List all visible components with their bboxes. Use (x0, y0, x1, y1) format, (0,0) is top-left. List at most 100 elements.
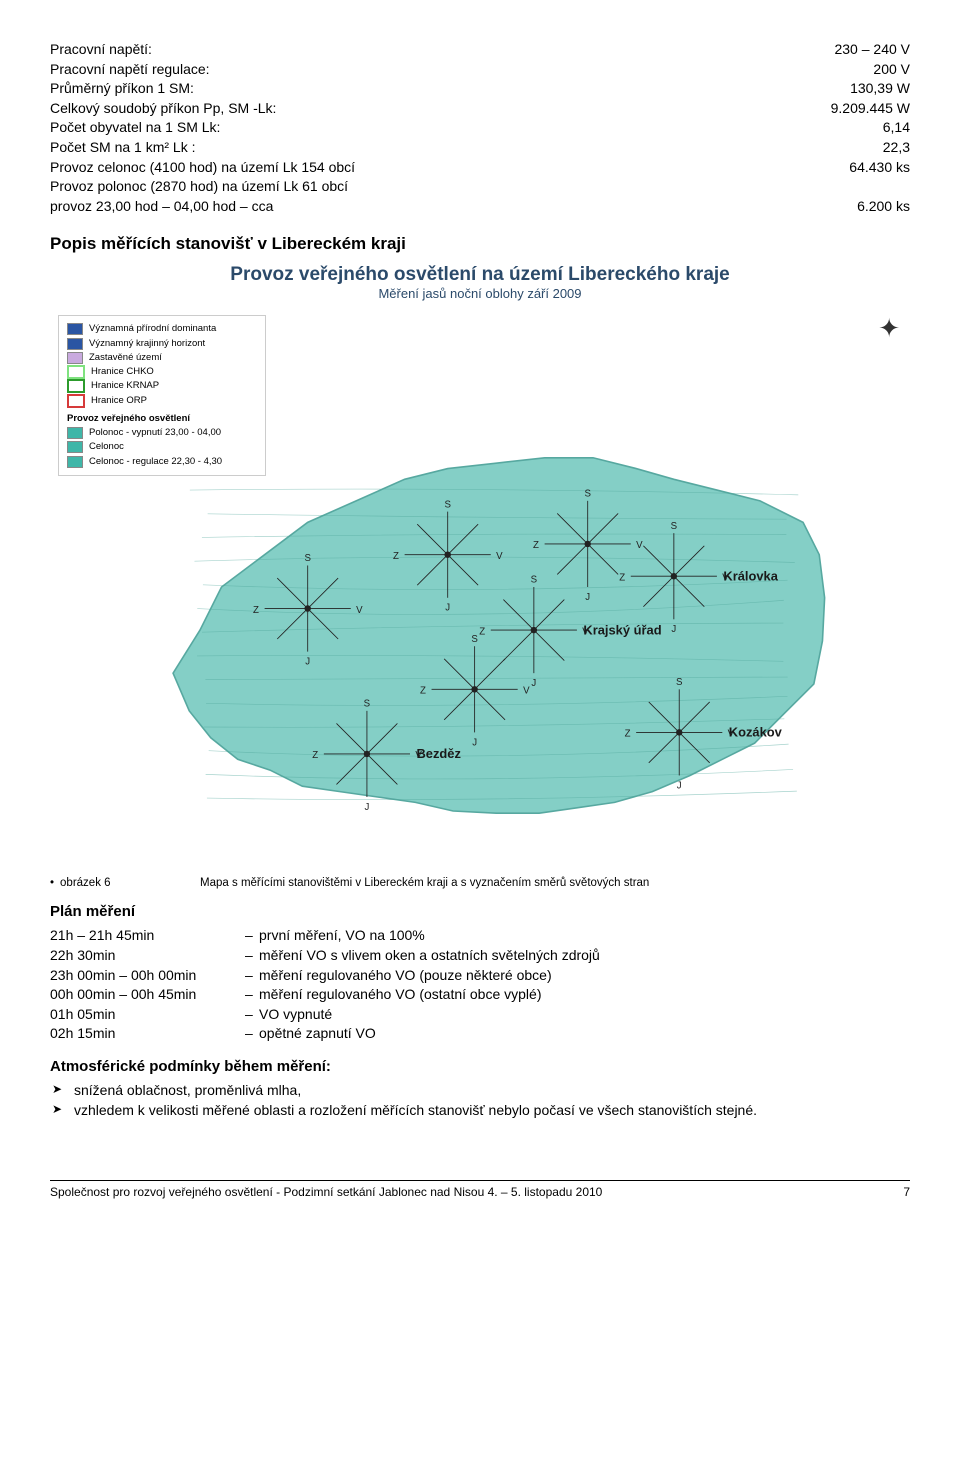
svg-text:J: J (531, 678, 536, 689)
svg-text:Z: Z (533, 541, 539, 552)
legend-row: Polonoc - vypnutí 23,00 - 04,00 (67, 426, 257, 440)
legend-row: Celonoc (67, 440, 257, 454)
legend-row: Významný krajinný horizont (67, 337, 257, 351)
svg-text:V: V (496, 551, 503, 562)
spec-value: 6,14 (863, 118, 910, 138)
caption-text: Mapa s měřícími stanovištěmi v Liberecké… (200, 877, 649, 889)
schedule-desc: první měření, VO na 100% (259, 926, 425, 946)
svg-text:V: V (523, 686, 530, 697)
spec-row: Provoz polonoc (2870 hod) na území Lk 61… (50, 177, 910, 197)
svg-text:Bezděz: Bezděz (416, 747, 460, 762)
legend-swatch (67, 338, 83, 350)
svg-text:S: S (531, 575, 538, 586)
legend-subheader: Provoz veřejného osvětlení (67, 412, 257, 426)
map-title: Provoz veřejného osvětlení na území Libe… (50, 264, 910, 286)
legend-swatch (67, 441, 83, 453)
bullet-icon: • (50, 877, 54, 889)
schedule-time: 21h – 21h 45min (50, 926, 245, 946)
spec-row: Provoz celonoc (4100 hod) na území Lk 15… (50, 158, 910, 178)
svg-text:S: S (671, 521, 678, 532)
legend-swatch (67, 379, 85, 393)
dash-icon: – (245, 1024, 259, 1044)
legend-text: Polonoc - vypnutí 23,00 - 04,00 (89, 426, 221, 440)
spec-value: 230 – 240 V (814, 40, 910, 60)
spec-value: 130,39 W (830, 79, 910, 99)
svg-text:V: V (356, 605, 363, 616)
legend-text: Významná přírodní dominanta (89, 322, 216, 336)
atmo-item: vzhledem k velikosti měřené oblasti a ro… (74, 1101, 910, 1121)
schedule-row: 22h 30min– měření VO s vlivem oken a ost… (50, 946, 910, 966)
svg-text:Z: Z (479, 627, 485, 638)
legend-text: Zastavěné území (89, 351, 162, 365)
schedule-time: 23h 00min – 00h 00min (50, 966, 245, 986)
svg-text:S: S (304, 553, 311, 564)
atmo-item: snížená oblačnost, proměnlivá mlha, (74, 1081, 910, 1101)
legend-text: Hranice ORP (91, 394, 147, 408)
legend-text: Hranice KRNAP (91, 379, 159, 393)
schedule-time: 02h 15min (50, 1024, 245, 1044)
legend-text: Hranice CHKO (91, 365, 154, 379)
svg-text:Krajský úřad: Krajský úřad (583, 623, 661, 638)
svg-text:J: J (472, 738, 477, 749)
schedule-desc: VO vypnuté (259, 1005, 332, 1025)
legend-row: Celonoc - regulace 22,30 - 4,30 (67, 455, 257, 469)
spec-label: Průměrný příkon 1 SM: (50, 79, 830, 99)
spec-label: Pracovní napětí: (50, 40, 814, 60)
schedule-time: 01h 05min (50, 1005, 245, 1025)
svg-text:Z: Z (393, 551, 399, 562)
atmo-list: snížená oblačnost, proměnlivá mlha,vzhle… (50, 1081, 910, 1120)
footer-left: Společnost pro rozvoj veřejného osvětlen… (50, 1185, 602, 1199)
svg-text:Z: Z (625, 729, 631, 740)
figure-caption: • obrázek 6 Mapa s měřícími stanovištěmi… (50, 877, 910, 889)
schedule-row: 01h 05min– VO vypnuté (50, 1005, 910, 1025)
schedule-desc: měření regulovaného VO (pouze některé ob… (259, 966, 552, 986)
legend-row: Významná přírodní dominanta (67, 322, 257, 336)
svg-text:Z: Z (619, 573, 625, 584)
schedule-time: 22h 30min (50, 946, 245, 966)
svg-text:Kozákov: Kozákov (729, 725, 783, 740)
schedule-row: 00h 00min – 00h 45min– měření regulované… (50, 985, 910, 1005)
spec-label: Provoz celonoc (4100 hod) na území Lk 15… (50, 158, 829, 178)
dash-icon: – (245, 946, 259, 966)
spec-value: 200 V (853, 60, 910, 80)
legend-swatch (67, 427, 83, 439)
spec-row: Pracovní napětí:230 – 240 V (50, 40, 910, 60)
spec-row: Celkový soudobý příkon Pp, SM -Lk:9.209.… (50, 99, 910, 119)
svg-text:J: J (445, 603, 450, 614)
spec-row: Pracovní napětí regulace:200 V (50, 60, 910, 80)
spec-label: provoz 23,00 hod – 04,00 hod – cca (50, 197, 837, 217)
spec-row: provoz 23,00 hod – 04,00 hod – cca6.200 … (50, 197, 910, 217)
schedule-desc: měření regulovaného VO (ostatní obce vyp… (259, 985, 542, 1005)
schedule-block: 21h – 21h 45min– první měření, VO na 100… (50, 926, 910, 1044)
dash-icon: – (245, 966, 259, 986)
legend-swatch (67, 352, 83, 364)
svg-text:Z: Z (253, 605, 259, 616)
spec-label: Celkový soudobý příkon Pp, SM -Lk: (50, 99, 811, 119)
spec-row: Počet SM na 1 km² Lk :22,3 (50, 138, 910, 158)
spec-value: 6.200 ks (837, 197, 910, 217)
dash-icon: – (245, 1005, 259, 1025)
svg-text:S: S (471, 634, 478, 645)
spec-table: Pracovní napětí:230 – 240 VPracovní napě… (50, 40, 910, 216)
spec-row: Průměrný příkon 1 SM:130,39 W (50, 79, 910, 99)
svg-text:S: S (444, 500, 451, 511)
map-legend: Významná přírodní dominantaVýznamný kraj… (58, 315, 266, 476)
dash-icon: – (245, 926, 259, 946)
legend-swatch (67, 456, 83, 468)
schedule-desc: měření VO s vlivem oken a ostatních svět… (259, 946, 600, 966)
plan-title: Plán měření (50, 903, 910, 920)
spec-label: Provoz polonoc (2870 hod) na území Lk 61… (50, 177, 890, 197)
spec-value: 9.209.445 W (811, 99, 910, 119)
atmo-title: Atmosférické podmínky během měření: (50, 1058, 910, 1075)
caption-label: obrázek 6 (60, 877, 200, 889)
svg-text:Z: Z (420, 686, 426, 697)
spec-label: Počet SM na 1 km² Lk : (50, 138, 863, 158)
compass-icon: ✦ (878, 313, 900, 344)
svg-text:V: V (636, 541, 643, 552)
spec-value: 64.430 ks (829, 158, 910, 178)
footer-page: 7 (903, 1185, 910, 1199)
svg-text:S: S (584, 489, 591, 500)
legend-text: Významný krajinný horizont (89, 337, 205, 351)
schedule-row: 23h 00min – 00h 00min– měření regulované… (50, 966, 910, 986)
svg-text:J: J (305, 657, 310, 668)
